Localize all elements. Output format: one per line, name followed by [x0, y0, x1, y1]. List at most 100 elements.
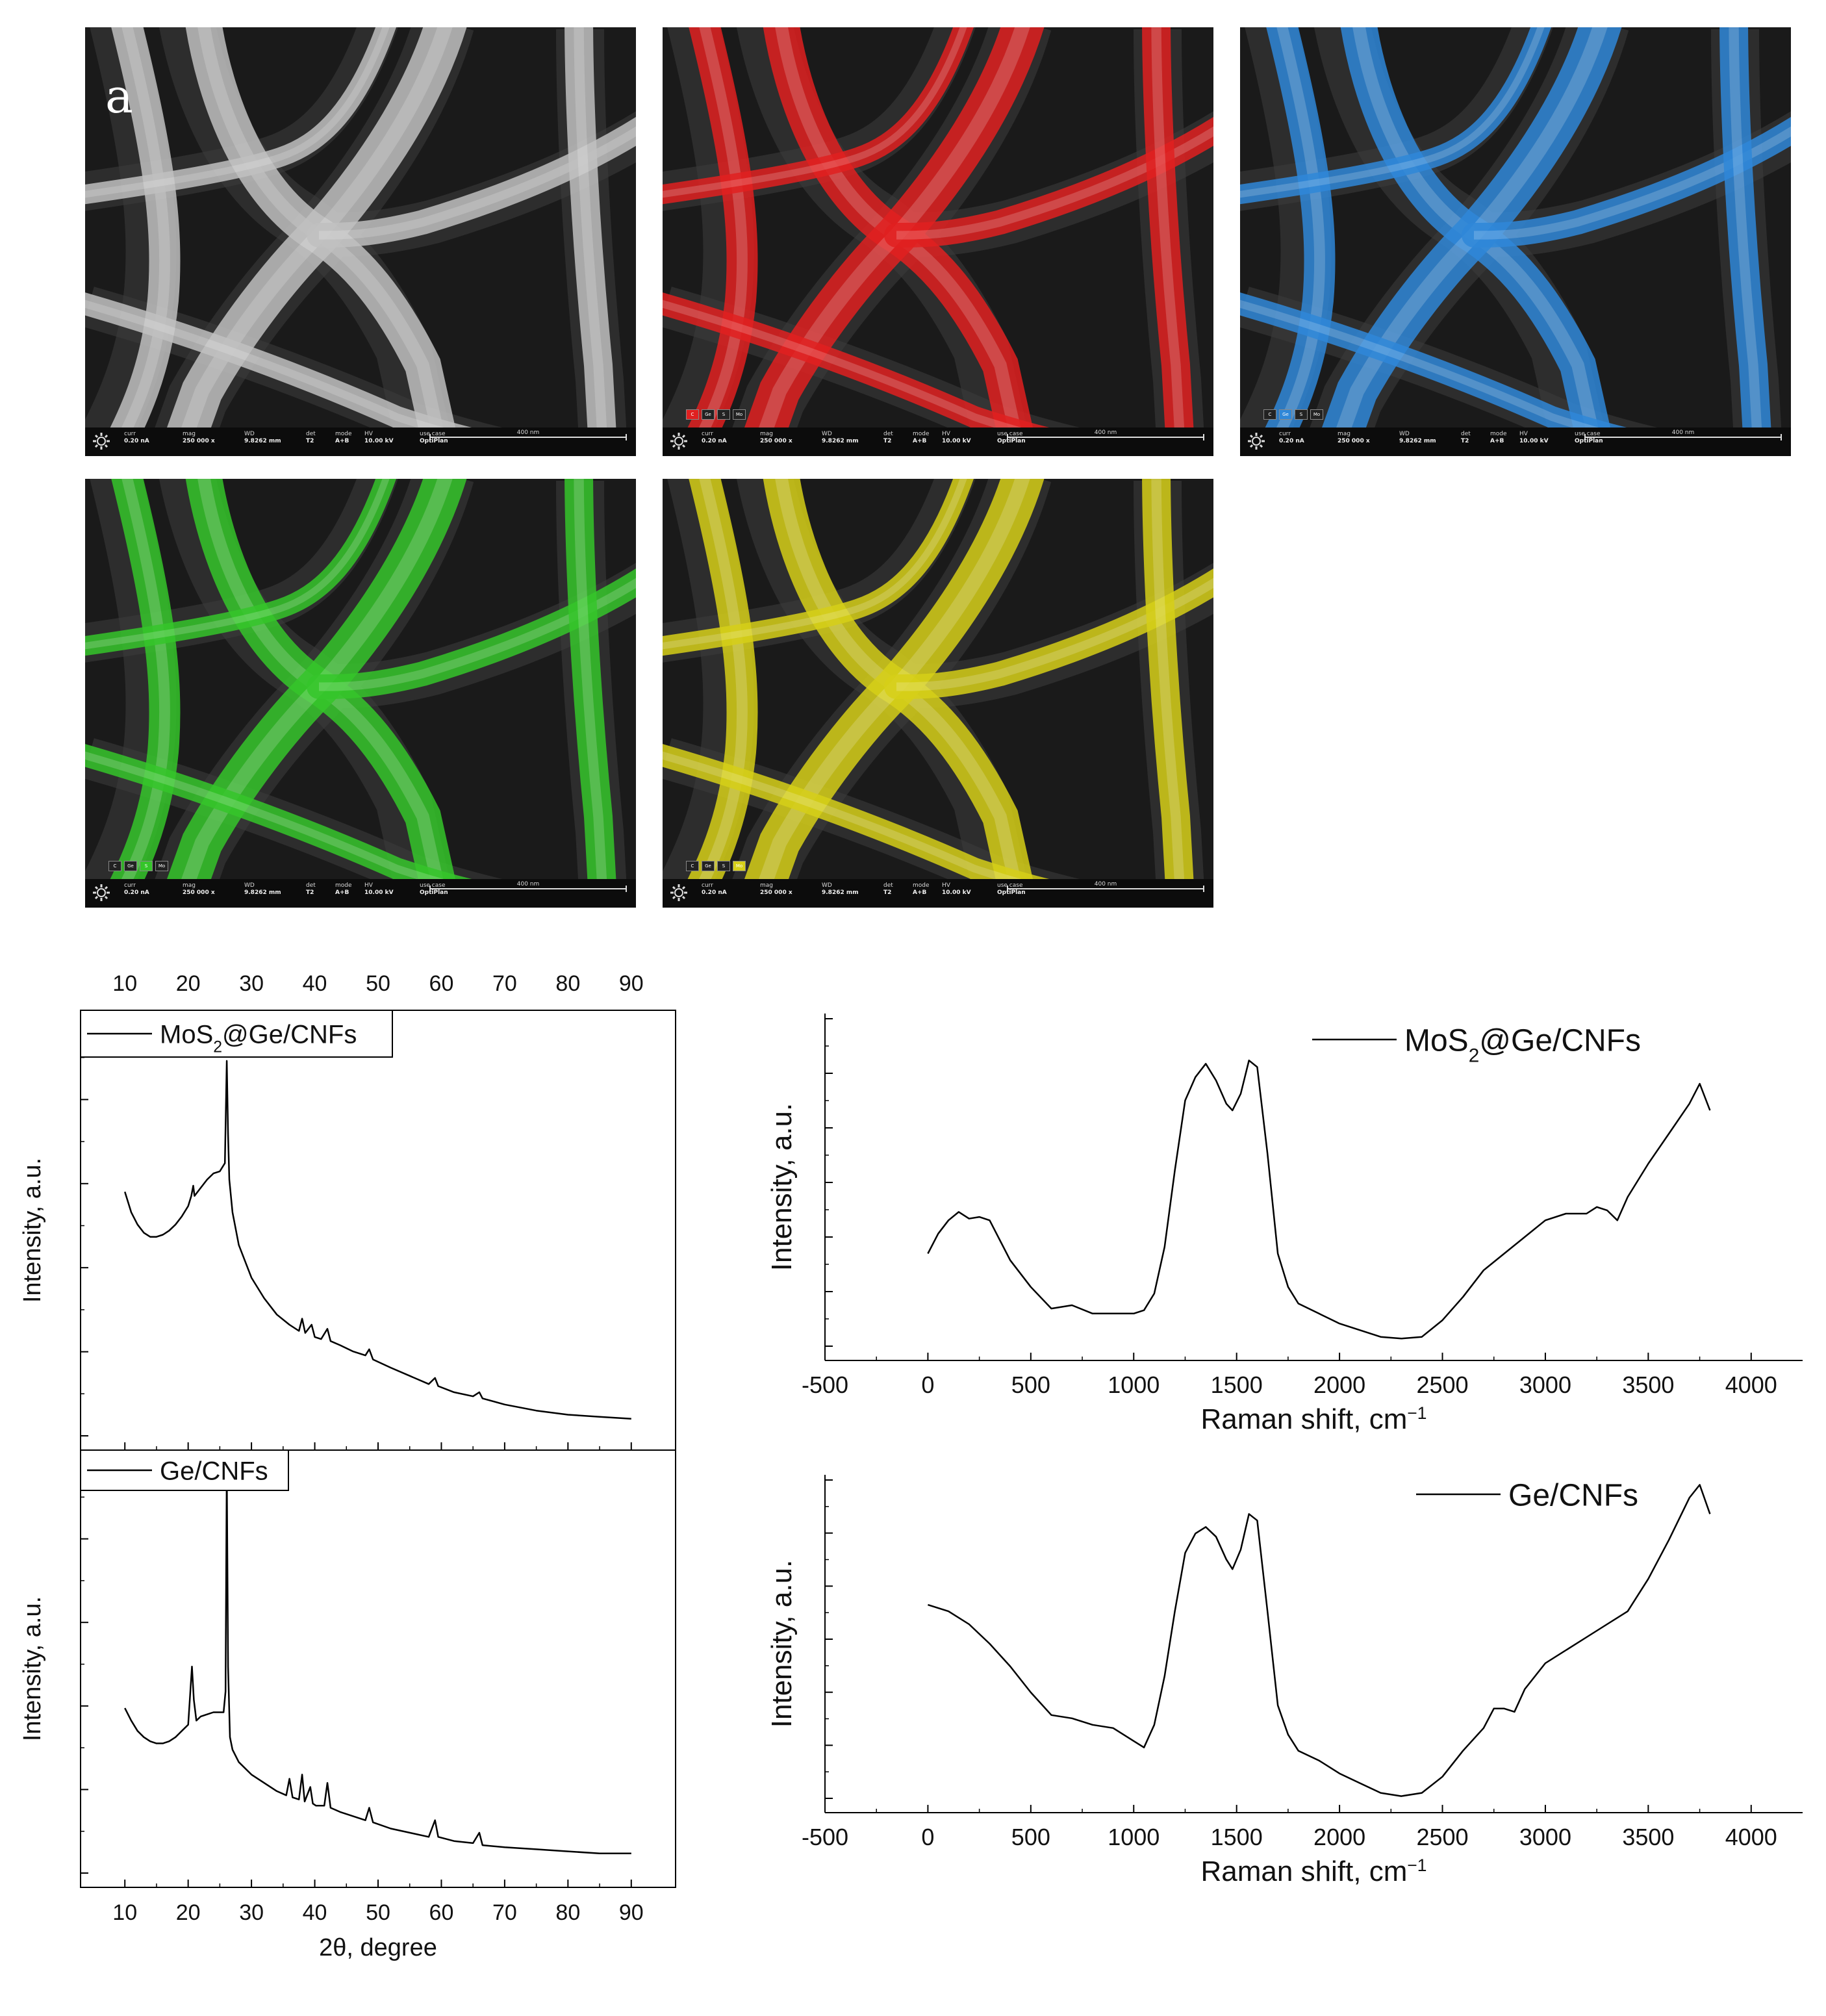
- fiber-highlight: [121, 27, 170, 427]
- y-axis-label: Intensity, a.u.: [19, 1158, 46, 1303]
- sem-parameter: use case OptiPlan: [420, 882, 448, 896]
- sem-parameter: mag 250 000 x: [760, 431, 793, 444]
- fiber-highlight: [663, 27, 967, 198]
- x-tick-label: 60: [429, 1900, 454, 1925]
- scale-bar-label: 400 nm: [1669, 429, 1697, 437]
- x-tick-label: 3000: [1519, 1824, 1571, 1850]
- fiber: [1240, 292, 1627, 427]
- element-chip: Ge: [1279, 409, 1292, 420]
- x-tick-label: 500: [1011, 1824, 1050, 1850]
- sem-data-bar: curr 0.20 nA mag 250 000 x WD 9.8262 mm det T2 m…: [663, 879, 1213, 908]
- panel-c-raman-chart: -500 0 500 1000 1500 2000 2500 3000 3500 4000Rama…: [766, 1014, 1803, 1887]
- x-tick-label: 2500: [1416, 1824, 1468, 1850]
- sem-parameter: WD 9.8262 mm: [244, 882, 281, 896]
- fiber-highlight: [1729, 27, 1762, 427]
- fiber-highlight: [1151, 479, 1185, 879]
- x-tick-label: 1500: [1211, 1372, 1263, 1398]
- legend-label-subscript: 2: [213, 1038, 222, 1056]
- x-tick-label: 1500: [1211, 1824, 1263, 1850]
- sem-parameter: WD 9.8262 mm: [244, 431, 281, 444]
- instrument-logo-icon: [1248, 433, 1265, 450]
- fiber: [1719, 27, 1771, 427]
- fiber-highlight: [1240, 300, 1599, 427]
- sem-parameter: mode A+B: [335, 882, 352, 896]
- x-axis-label-superscript: −1: [1407, 1856, 1427, 1875]
- x-tick-label: 1000: [1108, 1824, 1160, 1850]
- sem-parameter: det T2: [883, 882, 893, 896]
- fiber-highlight: [85, 27, 390, 198]
- x-tick-label: 2500: [1416, 1372, 1468, 1398]
- sem-parameter: HV 10.00 kV: [942, 431, 971, 444]
- sem-parameter: use case OptiPlan: [997, 431, 1026, 444]
- fiber-highlight: [574, 27, 607, 427]
- element-chip: Mo: [155, 861, 168, 871]
- sem-parameter: mag 250 000 x: [1338, 431, 1370, 444]
- x-tick-label: 30: [239, 1900, 264, 1925]
- fiber: [85, 27, 396, 205]
- x-top-tick-label: 60: [429, 971, 454, 996]
- sem-parameter: curr 0.20 nA: [124, 882, 149, 896]
- sem-parameter: mag 250 000 x: [183, 431, 215, 444]
- fiber: [110, 27, 181, 427]
- fiber: [564, 479, 616, 879]
- series-line: [124, 1060, 631, 1420]
- scale-bar: 400 nm: [429, 429, 627, 440]
- x-top-tick-label: 50: [366, 971, 390, 996]
- sem-parameter: use case OptiPlan: [420, 431, 448, 444]
- x-tick-label: 0: [921, 1824, 934, 1850]
- element-chip: Ge: [702, 409, 715, 420]
- sem-parameter: mag 250 000 x: [760, 882, 793, 896]
- legend-label-subscript: 2: [1469, 1045, 1480, 1066]
- fiber: [85, 292, 472, 427]
- element-chip: C: [108, 861, 121, 871]
- legend-label: MoS2@Ge/CNFs: [1404, 1023, 1641, 1066]
- sem-parameter: mode A+B: [913, 431, 930, 444]
- x-tick-label: 90: [619, 1900, 644, 1925]
- sem-parameter: det T2: [306, 431, 316, 444]
- series-line: [927, 1059, 1711, 1340]
- sem-parameter: curr 0.20 nA: [1279, 431, 1304, 444]
- sem-parameter: HV 10.00 kV: [942, 882, 971, 896]
- x-axis-label: Raman shift, cm−1: [1201, 1403, 1427, 1435]
- x-top-tick-label: 90: [619, 971, 644, 996]
- x-top-tick-label: 70: [492, 971, 517, 996]
- y-axis-label: Intensity, a.u.: [766, 1103, 798, 1271]
- legend-label: Ge/CNFs: [1508, 1478, 1638, 1512]
- element-chip: C: [686, 409, 699, 420]
- fiber-highlight: [1240, 27, 1545, 198]
- sem-data-bar: curr 0.20 nA mag 250 000 x WD 9.8262 mm det T2 m…: [85, 879, 636, 908]
- x-top-tick-label: 30: [239, 971, 264, 996]
- x-top-tick-label: 10: [112, 971, 137, 996]
- series-line: [928, 1484, 1711, 1797]
- series-line: [124, 1466, 631, 1855]
- legend-label: Ge/CNFs: [160, 1457, 268, 1485]
- instrument-logo-icon: [93, 433, 110, 450]
- x-tick-label: -500: [802, 1372, 848, 1398]
- sem-parameter: HV 10.00 kV: [364, 882, 394, 896]
- sem-parameter: HV 10.00 kV: [1519, 431, 1549, 444]
- legend-label-text: @Ge/CNFs: [1479, 1023, 1641, 1058]
- x-tick-label: 20: [176, 1900, 201, 1925]
- x-tick-label: 2000: [1313, 1824, 1365, 1850]
- sem-data-bar: curr 0.20 nA mag 250 000 x WD 9.8262 mm det T2 m…: [1240, 427, 1791, 456]
- panel-b-xrd-chart: 10 20 30 40 50 60 70 80 90 Intensity, a.u. MoS2@Ge…: [19, 971, 676, 1961]
- instrument-logo-icon: [670, 884, 687, 901]
- sem-image-se: curr 0.20 nA mag 250 000 x WD 9.8262 mm det T2 m…: [85, 27, 636, 456]
- fiber-highlight: [663, 751, 1021, 879]
- fiber-network: [85, 479, 636, 879]
- fiber-network: [1240, 27, 1791, 427]
- legend-label-text: @Ge/CNFs: [222, 1020, 357, 1049]
- sem-parameter: use case OptiPlan: [997, 882, 1026, 896]
- scale-bar: 400 nm: [1007, 429, 1204, 440]
- x-top-tick-label: 20: [176, 971, 201, 996]
- fiber-highlight: [85, 751, 444, 879]
- fiber: [1142, 479, 1194, 879]
- sem-parameter: curr 0.20 nA: [702, 882, 727, 896]
- element-chip: Mo: [733, 861, 746, 871]
- x-axis-label: Raman shift, cm−1: [1201, 1856, 1427, 1887]
- element-legend: C Ge S Mo: [686, 861, 746, 871]
- element-chip: C: [1263, 409, 1276, 420]
- sem-parameter: WD 9.8262 mm: [1399, 431, 1436, 444]
- sem-parameter: det T2: [1461, 431, 1471, 444]
- element-chip: S: [717, 409, 730, 420]
